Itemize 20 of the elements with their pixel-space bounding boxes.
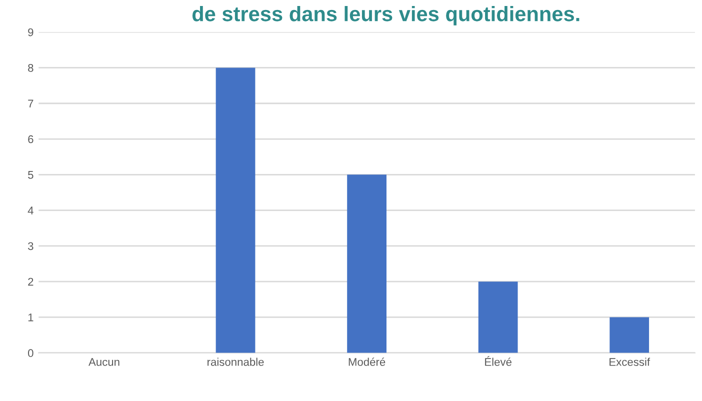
bar (347, 174, 386, 353)
y-tick-label: 1 (28, 314, 34, 322)
y-tick-label: 7 (28, 100, 34, 108)
y-tick-label: 9 (28, 28, 34, 36)
chart-title: de stress dans leurs vies quotidiennes. (192, 6, 580, 26)
y-tick-label: 2 (28, 278, 34, 286)
y-tick-label: 3 (28, 242, 34, 250)
bar (478, 282, 518, 353)
x-tick-label: raisonnable (208, 358, 264, 366)
x-tick-label: Modéré (348, 358, 386, 366)
x-tick-label: Élevé (485, 356, 512, 366)
x-tick-label: Aucun (88, 358, 120, 366)
y-tick-label: 0 (28, 349, 34, 358)
bar (216, 68, 256, 353)
bar (610, 317, 650, 353)
y-tick-label: 4 (28, 206, 34, 214)
y-tick-label: 8 (28, 64, 34, 72)
x-tick-label: Excessif (610, 358, 650, 366)
y-tick-label: 5 (28, 171, 34, 179)
y-tick-label: 6 (28, 135, 34, 144)
